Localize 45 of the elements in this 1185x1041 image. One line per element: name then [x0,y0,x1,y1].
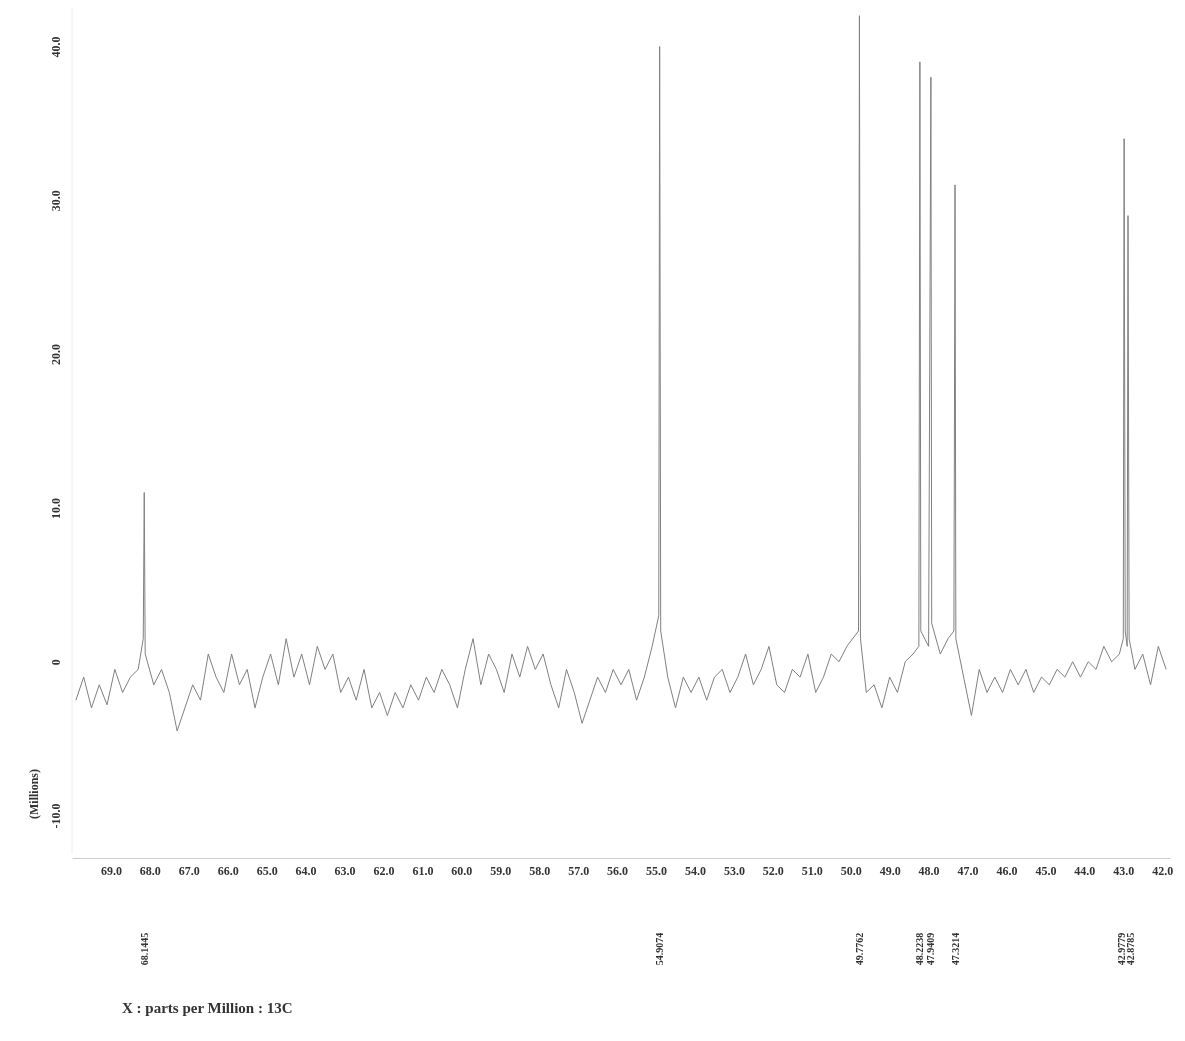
x-tick-label: 65.0 [256,863,278,878]
x-tick-label: 44.0 [1074,863,1096,878]
y-tick-label: 10.0 [49,497,63,519]
x-tick-label: 60.0 [451,863,473,878]
x-tick-label: 58.0 [529,863,551,878]
x-tick-label: 45.0 [1035,863,1057,878]
x-tick-label: 66.0 [217,863,239,878]
y-tick-label: 40.0 [49,36,63,58]
x-tick-label: 57.0 [568,863,590,878]
y-tick-label: 0 [49,659,63,666]
x-tick-label: 59.0 [490,863,512,878]
x-tick-label: 49.0 [879,863,901,878]
x-tick-label: 46.0 [996,863,1018,878]
x2-tick-label: 42.8785 [1125,932,1137,966]
y-tick-label: 20.0 [49,344,63,366]
x-tick-label: 51.0 [801,863,823,878]
x-tick-label: 42.0 [1152,863,1174,878]
x-tick-label: 55.0 [646,863,668,878]
x-tick-label: 54.0 [684,863,706,878]
x-tick-label: 47.0 [957,863,979,878]
x-tick-label: 50.0 [840,863,862,878]
x-tick-label: 64.0 [295,863,317,878]
x2-tick-label: 42.9779 [1116,932,1128,966]
x2-tick-label: 68.1445 [138,932,150,966]
x-tick-label: 56.0 [607,863,629,878]
x-tick-label: 52.0 [762,863,784,878]
x2-tick-label: 49.7762 [853,932,865,966]
y-tick-label: -10.0 [49,803,63,829]
text: X : parts per Million : 13C [122,1000,293,1016]
x-tick-label: 63.0 [334,863,356,878]
line-series [75,15,1167,732]
x-tick-label: 69.0 [100,863,122,878]
x-tick-label: 61.0 [412,863,434,878]
x2-tick-label: 47.3214 [949,932,961,966]
x-tick-label: 67.0 [178,863,200,878]
x-tick-label: 62.0 [373,863,395,878]
x2-tick-label: 47.9409 [925,932,937,966]
y-tick-label: 30.0 [49,190,63,212]
x2-tick-label: 48.2238 [914,932,926,966]
x2-tick-label: 54.9074 [654,932,666,966]
y-axis-title: (Millions) [27,769,41,819]
x-tick-label: 53.0 [723,863,745,878]
x-tick-label: 68.0 [139,863,161,878]
x-tick-label: 43.0 [1113,863,1135,878]
x-tick-label: 48.0 [918,863,940,878]
